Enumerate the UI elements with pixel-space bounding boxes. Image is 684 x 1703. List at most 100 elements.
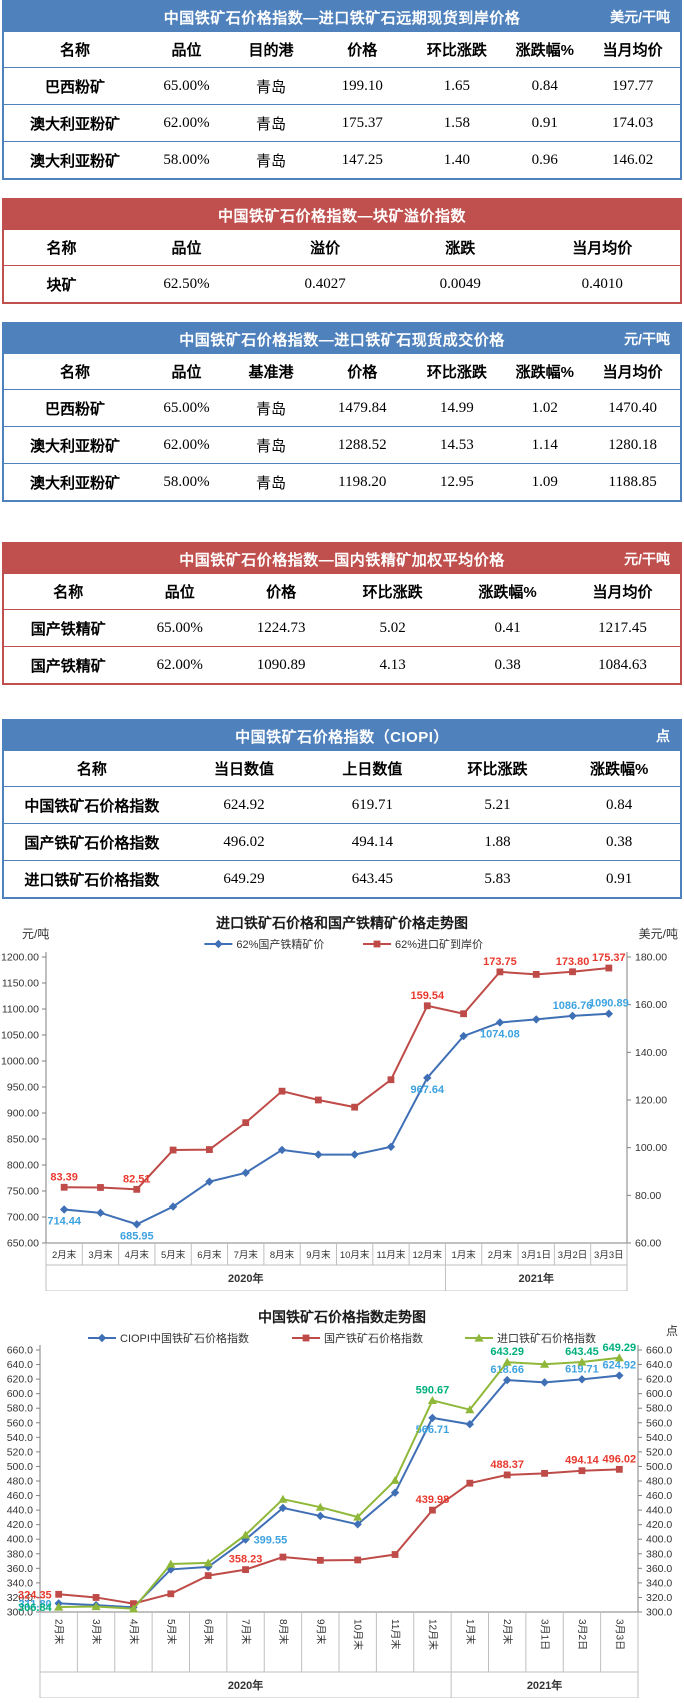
- value-cell: 199.10: [341, 77, 383, 94]
- legend-label: 62%国产铁精矿价: [236, 937, 324, 951]
- svg-text:60.00: 60.00: [635, 1238, 661, 1250]
- svg-text:580.0: 580.0: [646, 1403, 672, 1415]
- value-cell: 0.96: [504, 141, 586, 178]
- row-name-cell: 国产铁精矿: [4, 646, 133, 683]
- column-header: 环比涨跌: [409, 32, 505, 68]
- value-cell: 1198.20: [314, 463, 410, 500]
- data-point-label: 358.23: [229, 1554, 263, 1566]
- table-header-row: 名称 当日数值 上日数值 环比涨跌 涨跌幅%: [4, 751, 680, 787]
- value-cell: 0.38: [558, 823, 680, 861]
- legend-item-3: 进口铁矿石价格指数: [465, 1331, 596, 1345]
- svg-text:460.0: 460.0: [646, 1490, 672, 1502]
- price-table-5: 中国铁矿石价格指数（CIOPI）点名称 当日数值 上日数值 环比涨跌 涨跌幅% 中国铁矿石…: [2, 719, 682, 899]
- column-header: 环比涨跌: [335, 574, 451, 610]
- value-cell: 5.02: [379, 619, 406, 636]
- data-point-label: 488.37: [490, 1459, 524, 1471]
- svg-text:480.0: 480.0: [7, 1476, 33, 1488]
- value-cell: 496.02: [179, 823, 309, 861]
- column-header: 当日数值: [179, 751, 309, 787]
- value-cell: 65.00%: [156, 619, 203, 636]
- row-name-cell: 澳大利亚粉矿: [4, 463, 146, 500]
- value-cell: 0.4010: [581, 275, 623, 292]
- table-unit: 元/干吨: [624, 551, 670, 567]
- value-cell: 0.38: [450, 646, 566, 683]
- svg-text:600.0: 600.0: [7, 1388, 33, 1400]
- x-tick-label: 8月末: [277, 1619, 290, 1645]
- legend-item-2: 国产铁矿石价格指数: [292, 1331, 423, 1345]
- chart-title: 进口铁矿石价格和国产铁精矿价格走势图: [216, 915, 468, 931]
- data-point-label: 83.39: [50, 1171, 78, 1183]
- data-point-label: 643.45: [565, 1346, 599, 1358]
- price-table-2: 中国铁矿石价格指数—块矿溢价指数名称 品位 溢价 涨跌 当月均价 块矿 62.50% 0.40…: [2, 198, 682, 304]
- legend-label: CIOPI中国铁矿石价格指数: [120, 1331, 249, 1345]
- x-tick-label: 4月末: [127, 1619, 140, 1645]
- column-header: 当月均价: [585, 32, 680, 68]
- column-header: 基准港: [227, 354, 315, 390]
- table-row: 澳大利亚粉矿 58.00% 青岛 147.25 1.40 0.96 146.02: [4, 141, 680, 178]
- data-point-label: 714.44: [47, 1215, 82, 1227]
- svg-text:100.00: 100.00: [635, 1142, 667, 1154]
- x-tick-label: 1月末: [464, 1619, 477, 1645]
- svg-text:560.0: 560.0: [646, 1417, 672, 1429]
- table-title: 中国铁矿石价格指数—块矿溢价指数: [217, 207, 466, 225]
- table-title-bar: 中国铁矿石价格指数—块矿溢价指数: [4, 200, 680, 230]
- column-header: 品位: [145, 354, 228, 390]
- column-header: 当月均价: [585, 354, 680, 390]
- value-cell: 494.14: [308, 823, 437, 861]
- value-cell: 624.92: [223, 796, 265, 813]
- value-cell: 青岛: [256, 79, 287, 96]
- value-cell: 643.45: [308, 860, 437, 897]
- x-tick-label: 3月1日: [521, 1250, 551, 1261]
- value-cell: 1.65: [443, 77, 471, 94]
- table-header-row: 名称 品位 目的港 价格 环比涨跌 涨跌幅% 当月均价: [4, 32, 680, 68]
- table-title-bar: 中国铁矿石价格指数—进口铁矿石远期现货到岸价格 美元/干吨: [4, 2, 680, 32]
- data-point-label: 566.71: [416, 1424, 450, 1436]
- table-row: 澳大利亚粉矿 58.00% 青岛 1198.20 12.95 1.09 1188.85: [4, 463, 680, 500]
- data-point-label: 496.02: [602, 1453, 636, 1465]
- svg-text:650.00: 650.00: [7, 1238, 39, 1250]
- value-cell: 62.00%: [145, 104, 228, 142]
- row-name-cell: 中国铁矿石价格指数: [24, 797, 160, 815]
- value-cell: 1470.40: [608, 399, 658, 416]
- value-cell: 0.4027: [304, 275, 346, 292]
- table-row: 进口铁矿石价格指数 649.29 643.45 5.83 0.91: [4, 860, 680, 897]
- svg-text:500.0: 500.0: [7, 1461, 33, 1473]
- column-header: 涨跌幅%: [504, 32, 586, 68]
- column-header: 名称: [4, 354, 146, 390]
- data-table: 名称 当日数值 上日数值 环比涨跌 涨跌幅% 中国铁矿石价格指数 624.92 619.71 5…: [4, 751, 680, 897]
- year-group-label: 2020年: [228, 1678, 263, 1692]
- data-point-label: 175.37: [592, 952, 626, 964]
- value-cell: 62.00%: [145, 426, 228, 464]
- svg-text:160.00: 160.00: [635, 999, 667, 1011]
- svg-text:400.0: 400.0: [646, 1534, 672, 1546]
- svg-text:460.0: 460.0: [7, 1490, 33, 1502]
- table-unit: 元/干吨: [624, 331, 670, 347]
- value-cell: 0.84: [606, 796, 633, 813]
- x-tick-label: 3月3日: [613, 1619, 625, 1650]
- svg-text:1100.00: 1100.00: [2, 1004, 39, 1016]
- svg-text:700.00: 700.00: [7, 1212, 39, 1224]
- svg-text:440.0: 440.0: [646, 1505, 672, 1517]
- svg-text:750.00: 750.00: [7, 1186, 39, 1198]
- data-point-label: 624.92: [602, 1360, 636, 1372]
- value-cell: 1280.18: [585, 426, 680, 464]
- trend-chart-import-vs-domestic-price: 进口铁矿石价格和国产铁精矿价格走势图 元/吨 美元/吨 650.00 700.00 750…: [0, 911, 684, 1296]
- value-cell: 1188.85: [585, 463, 680, 500]
- column-header: 名称: [4, 751, 180, 787]
- data-table: 名称 品位 基准港 价格 环比涨跌 涨跌幅% 当月均价 巴西粉矿 65.00% 青岛 1479.84…: [4, 354, 680, 500]
- value-cell: 1217.45: [598, 619, 647, 636]
- table-title: 中国铁矿石价格指数—进口铁矿石现货成交价格: [179, 331, 505, 349]
- svg-text:1000.00: 1000.00: [1, 1056, 39, 1068]
- x-axis: 2月末 3月末 4月末 5月末 6月末 7月末 8月末 9月末 10月末 11月末 12月末 1月末 2…: [45, 1242, 628, 1292]
- svg-text:1050.00: 1050.00: [1, 1030, 39, 1042]
- column-header: 名称: [4, 32, 146, 68]
- data-table: 名称 品位 溢价 涨跌 当月均价 块矿 62.50% 0.4027 0.0049 0.4010: [4, 230, 680, 302]
- svg-text:500.0: 500.0: [646, 1461, 672, 1473]
- column-header: 品位: [145, 32, 228, 68]
- year-group-label: 2020年: [228, 1271, 263, 1285]
- column-header: 价格: [314, 354, 410, 390]
- table-row: 国产铁矿石价格指数 496.02 494.14 1.88 0.38: [4, 823, 680, 861]
- data-table: 名称 品位 目的港 价格 环比涨跌 涨跌幅% 当月均价 巴西粉矿 65.00% 青岛 199.10 1…: [4, 32, 680, 178]
- svg-text:520.0: 520.0: [646, 1446, 672, 1458]
